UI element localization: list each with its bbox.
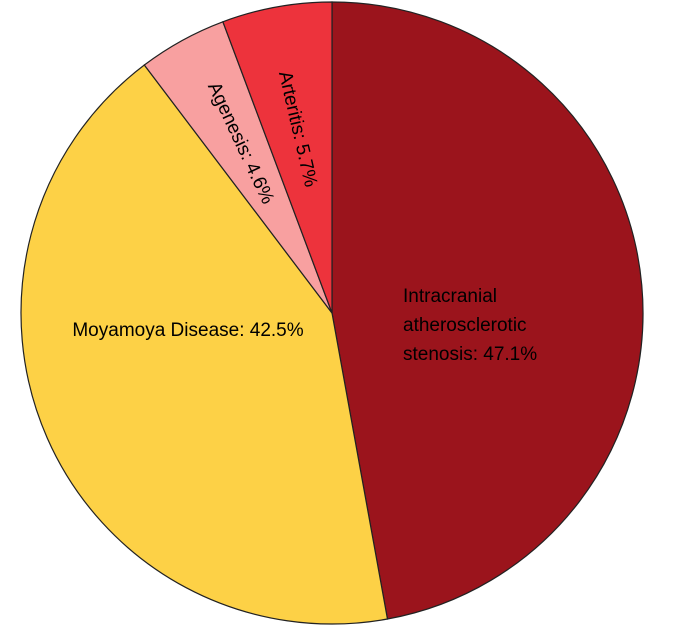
pie-label-line: atherosclerotic xyxy=(403,315,527,336)
pie-label-moyamoya-disease: Moyamoya Disease: 42.5% xyxy=(72,320,303,341)
pie-slice-intracranial-atherosclerotic-stenosis xyxy=(331,1,644,620)
pie-label-intracranial-atherosclerotic-stenosis: Intracranial atherosclerotic stenosis: 47.… xyxy=(403,286,537,365)
pie-slice-arteritis xyxy=(222,1,333,314)
pie-label-line: Moyamoya Disease: 42.5% xyxy=(72,320,303,341)
pie-slices xyxy=(20,1,644,625)
pie-slice-moyamoya-disease xyxy=(20,64,389,625)
pie-label-line: stenosis: 47.1% xyxy=(403,344,537,365)
pie-label-line: Intracranial xyxy=(403,286,497,307)
